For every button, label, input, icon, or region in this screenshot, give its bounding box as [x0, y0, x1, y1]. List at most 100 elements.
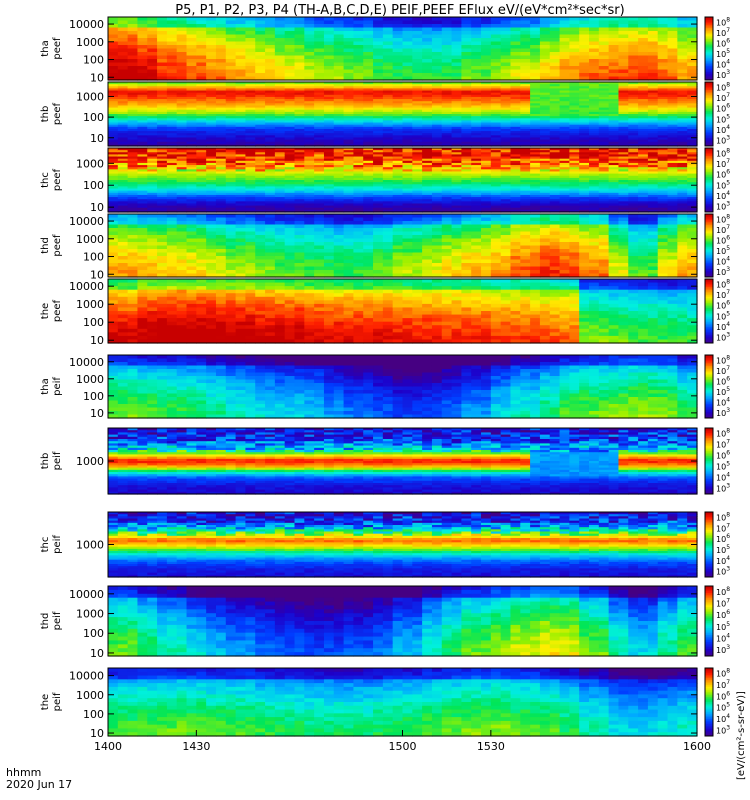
figure-title: P5, P1, P2, P3, P4 (TH-A,B,C,D,E) PEIF,P… — [175, 3, 624, 18]
heatmap-cell — [147, 28, 157, 32]
heatmap-cell — [530, 17, 540, 21]
heatmap-cell — [128, 45, 138, 49]
heatmap-cell — [363, 21, 373, 25]
heatmap-cell — [118, 235, 128, 239]
colorbar-tick-label: 105 — [716, 179, 730, 190]
heatmap-cell — [177, 45, 187, 49]
heatmap-cell — [589, 42, 599, 46]
heatmap-cell — [658, 59, 668, 63]
heatmap-cell — [638, 49, 648, 53]
heatmap-cell — [481, 56, 491, 60]
heatmap-cell — [118, 249, 128, 253]
heatmap-cell — [579, 28, 589, 32]
heatmap-cell — [540, 73, 550, 77]
heatmap-cell — [128, 31, 138, 35]
heatmap-cell — [510, 45, 520, 49]
heatmap-cell — [648, 17, 658, 21]
heatmap-cell — [599, 59, 609, 63]
heatmap-cell — [137, 256, 147, 260]
heatmap-cell — [540, 35, 550, 39]
heatmap-cell — [628, 63, 638, 67]
colorbar-tick-label: 104 — [716, 190, 730, 201]
heatmap-cell — [383, 42, 393, 46]
heatmap-cell — [491, 59, 501, 63]
heatmap-cell — [226, 63, 236, 67]
heatmap-cell — [618, 49, 628, 53]
heatmap-cell — [147, 24, 157, 28]
heatmap-cell — [108, 221, 118, 225]
heatmap-cell — [344, 42, 354, 46]
panel-probe-label: tha — [40, 40, 51, 56]
heatmap-cell — [196, 28, 206, 32]
heatmap-cell — [569, 56, 579, 60]
heatmap-cell — [177, 38, 187, 42]
heatmap-cell — [275, 35, 285, 39]
heatmap-cell — [118, 239, 128, 243]
heatmap-cell — [442, 49, 452, 53]
heatmap-cell — [648, 28, 658, 32]
heatmap-cell — [236, 17, 246, 21]
heatmap-cell — [137, 253, 147, 257]
colorbar-tick-exponent: 4 — [726, 124, 730, 131]
heatmap-cell — [589, 52, 599, 56]
heatmap-cell — [118, 225, 128, 229]
heatmap-cell — [304, 38, 314, 42]
heatmap-cell — [452, 17, 462, 21]
colorbar-tick-exponent: 8 — [726, 81, 730, 88]
heatmap-cell — [658, 31, 668, 35]
heatmap-cell — [599, 66, 609, 70]
colorbar-tick-base: 10 — [716, 60, 726, 69]
heatmap-cell — [569, 21, 579, 25]
colorbar-tick-base: 10 — [716, 39, 726, 48]
heatmap-cell — [403, 21, 413, 25]
heatmap-cell — [569, 45, 579, 49]
heatmap-cell — [569, 31, 579, 35]
heatmap-cell — [687, 35, 697, 39]
heatmap-cell — [245, 45, 255, 49]
heatmap-cell — [461, 49, 471, 53]
heatmap-cell — [245, 49, 255, 53]
heatmap-cell — [187, 24, 197, 28]
heatmap-cell — [255, 17, 265, 21]
heatmap-cell — [353, 49, 363, 53]
heatmap-cell — [599, 52, 609, 56]
heatmap-cell — [137, 228, 147, 232]
heatmap-cell — [147, 70, 157, 74]
heatmap-cell — [560, 52, 570, 56]
heatmap-cell — [128, 267, 138, 271]
heatmap-cell — [609, 17, 619, 21]
y-tick-label: 100 — [83, 111, 104, 124]
heatmap-cell — [668, 70, 678, 74]
heatmap-cell — [510, 38, 520, 42]
heatmap-cell — [363, 49, 373, 53]
heatmap-cell — [314, 38, 324, 42]
heatmap-cell — [118, 31, 128, 35]
heatmap-cell — [196, 52, 206, 56]
heatmap-cell — [108, 70, 118, 74]
heatmap-cell — [530, 21, 540, 25]
heatmap-cell — [628, 35, 638, 39]
heatmap-cell — [677, 28, 687, 32]
heatmap-cell — [285, 31, 295, 35]
heatmap-cell — [677, 35, 687, 39]
heatmap-cell — [530, 42, 540, 46]
heatmap-cell — [304, 42, 314, 46]
heatmap-cell — [216, 70, 226, 74]
heatmap-cell — [452, 24, 462, 28]
heatmap-cell — [118, 28, 128, 32]
heatmap-cell — [236, 52, 246, 56]
heatmap-cell — [501, 24, 511, 28]
heatmap-cell — [167, 38, 177, 42]
heatmap-cell — [353, 42, 363, 46]
heatmap-cell — [461, 56, 471, 60]
heatmap-cell — [540, 52, 550, 56]
heatmap-cell — [569, 59, 579, 63]
heatmap-cell — [599, 28, 609, 32]
heatmap-cell — [334, 21, 344, 25]
heatmap-cell — [550, 49, 560, 53]
heatmap-cell — [432, 56, 442, 60]
heatmap-cell — [226, 49, 236, 53]
heatmap-cell — [295, 45, 305, 49]
heatmap-cell — [196, 66, 206, 70]
heatmap-cell — [177, 66, 187, 70]
